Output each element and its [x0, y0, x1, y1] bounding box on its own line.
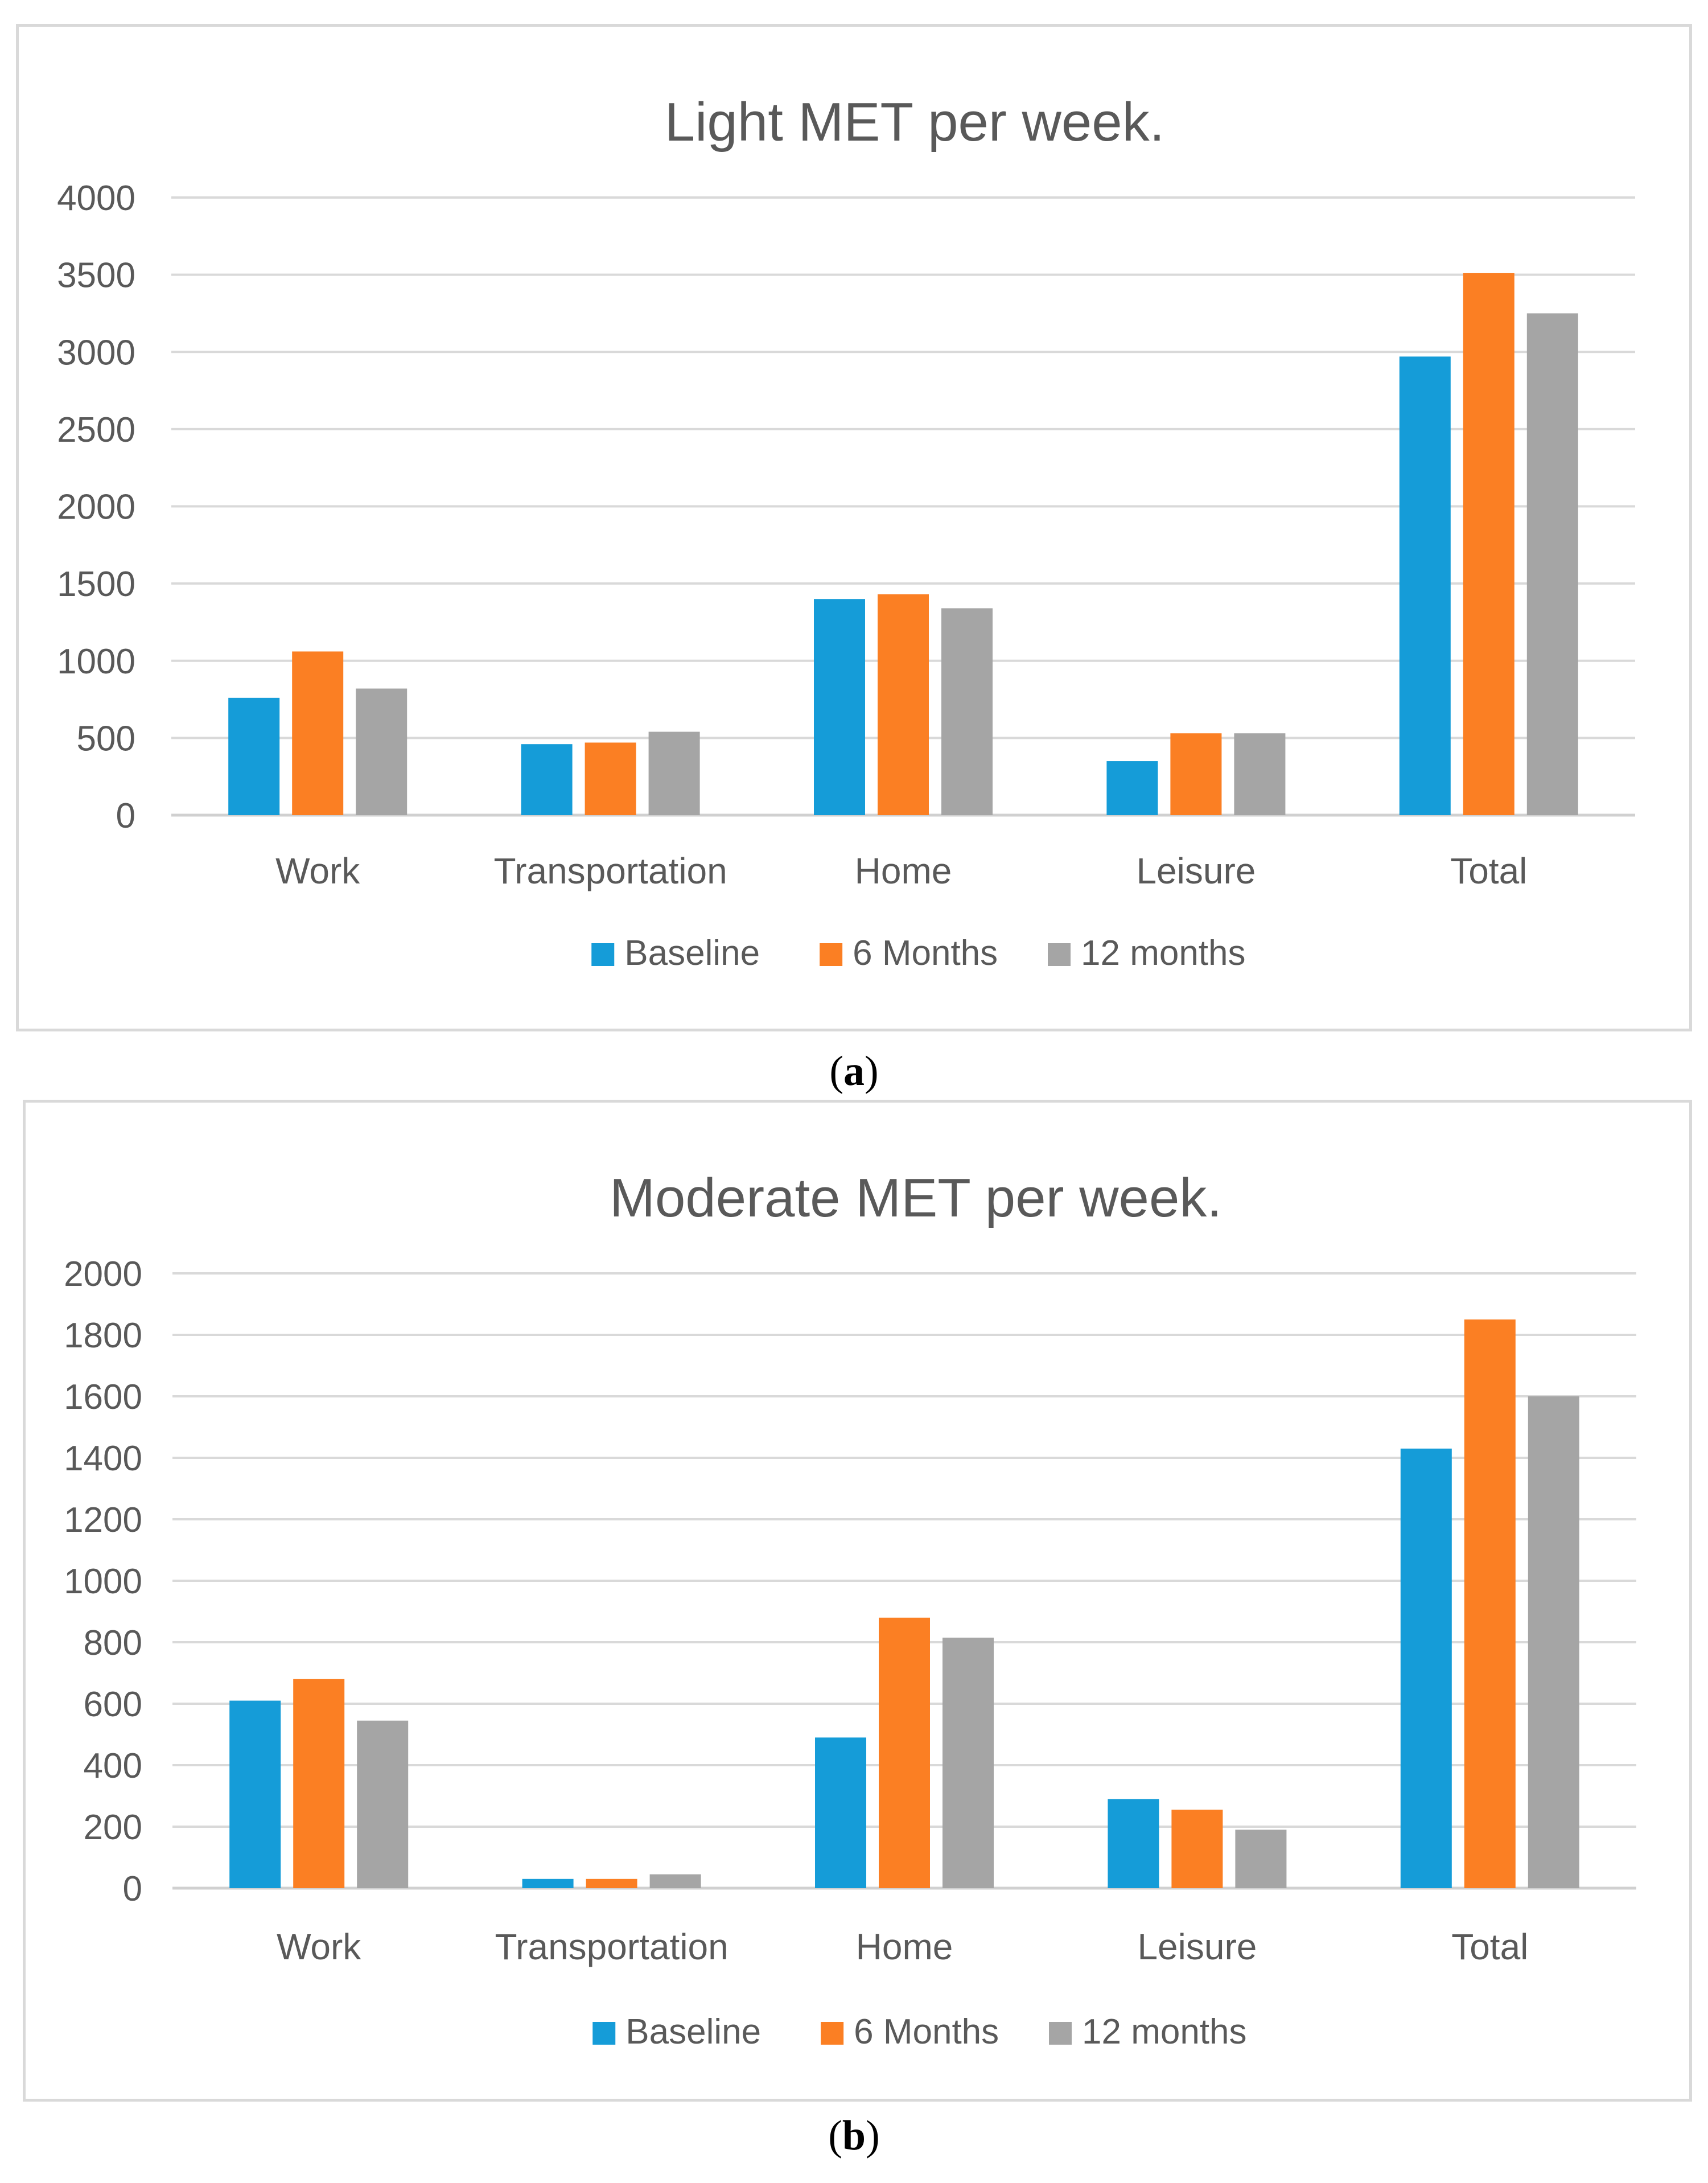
legend-label: 12 months — [1082, 2012, 1247, 2052]
bar-6-months-transportation — [586, 1878, 637, 1888]
chart-panel-light-met: Light MET per week. 0 500 1000 1500 2000 2500 3… — [16, 24, 1692, 1031]
y-tick-label: 600 — [84, 1685, 142, 1724]
x-tick-label: Work — [277, 1926, 361, 1967]
bar-12-months-total — [1528, 1396, 1579, 1888]
x-tick-label: Home — [855, 850, 952, 891]
legend-swatch — [592, 2022, 616, 2045]
y-tick-label: 2000 — [64, 1255, 142, 1294]
legend-item-baseline: Baseline — [592, 2012, 761, 2052]
x-tick-label: Total — [1451, 1926, 1528, 1967]
bar-12-months-home — [943, 1637, 994, 1888]
bar-12-months-total — [1526, 313, 1578, 815]
bar-baseline-leisure — [1108, 1799, 1159, 1888]
bar-6-months-total — [1464, 1319, 1516, 1888]
x-tick-label: Home — [856, 1926, 953, 1967]
y-tick-label: 200 — [84, 1808, 142, 1847]
y-tick-label: 4000 — [57, 179, 135, 218]
bar-baseline-home — [815, 1737, 866, 1888]
y-tick-label: 1200 — [64, 1500, 142, 1540]
x-tick-label: Transportation — [493, 850, 727, 891]
bar-6-months-work — [293, 1679, 345, 1888]
legend-label: 6 Months — [854, 2012, 999, 2052]
legend-item-6-months: 6 Months — [820, 934, 998, 973]
moderate-met-chart: Moderate MET per week. 0 200 400 600 800 1000 1… — [64, 1167, 1636, 2052]
bar-baseline-leisure — [1106, 761, 1158, 815]
y-tick-label: 1500 — [57, 565, 135, 604]
y-tick-label: 0 — [116, 796, 135, 836]
y-tick-label: 500 — [77, 719, 135, 758]
bar-baseline-work — [228, 697, 280, 815]
y-tick-label: 800 — [84, 1623, 142, 1663]
legend-label: 6 Months — [853, 934, 998, 973]
bar-baseline-home — [814, 599, 865, 815]
bar-6-months-home — [878, 594, 929, 815]
light-met-chart: Light MET per week. 0 500 1000 1500 2000 2500 3… — [57, 92, 1635, 973]
legend-swatch — [821, 2022, 844, 2045]
caption-a-label: a — [843, 1048, 865, 1095]
y-tick-label: 3000 — [57, 333, 135, 372]
y-tick-label: 2500 — [57, 410, 135, 450]
y-tick-label: 1000 — [57, 642, 135, 681]
bar-6-months-work — [292, 651, 344, 815]
y-tick-label: 3500 — [57, 256, 135, 295]
bar-baseline-work — [229, 1700, 281, 1888]
caption-b: (b) — [828, 2112, 880, 2159]
x-tick-label: Total — [1450, 850, 1527, 891]
chart-panel-moderate-met: Moderate MET per week. 0 200 400 600 800 1000 1… — [23, 1100, 1692, 2102]
legend-swatch — [1048, 943, 1071, 966]
legend-label: Baseline — [625, 2012, 761, 2052]
x-tick-label: Leisure — [1137, 1926, 1257, 1967]
legend-item-12-months: 12 months — [1049, 2012, 1247, 2052]
bar-12-months-work — [356, 688, 408, 815]
bar-12-months-transportation — [649, 1874, 701, 1888]
legend-item-12-months: 12 months — [1048, 934, 1246, 973]
bar-12-months-leisure — [1234, 733, 1286, 815]
legend-swatch — [591, 943, 615, 966]
y-tick-label: 400 — [84, 1746, 142, 1786]
bar-12-months-transportation — [648, 731, 700, 815]
bar-6-months-home — [879, 1617, 930, 1888]
y-tick-label: 0 — [123, 1869, 142, 1909]
bar-6-months-leisure — [1171, 1810, 1223, 1888]
y-tick-label: 1400 — [64, 1439, 142, 1478]
bar-baseline-total — [1399, 356, 1451, 815]
bar-12-months-leisure — [1235, 1830, 1287, 1888]
y-tick-label: 1800 — [64, 1316, 142, 1355]
legend-swatch — [820, 943, 843, 966]
chart-title: Moderate MET per week. — [610, 1167, 1222, 1228]
x-tick-label: Transportation — [495, 1926, 728, 1967]
legend-item-6-months: 6 Months — [821, 2012, 999, 2052]
bar-12-months-home — [941, 608, 993, 815]
bar-6-months-total — [1463, 273, 1514, 816]
chart-title: Light MET per week. — [665, 92, 1165, 153]
bar-12-months-work — [357, 1720, 409, 1888]
x-tick-label: Work — [275, 850, 360, 891]
bar-baseline-total — [1400, 1448, 1452, 1888]
caption-b-label: b — [842, 2112, 866, 2159]
bar-baseline-transportation — [521, 744, 573, 815]
y-tick-label: 2000 — [57, 488, 135, 527]
bar-baseline-transportation — [522, 1878, 574, 1888]
y-tick-label: 1600 — [64, 1378, 142, 1417]
legend-swatch — [1049, 2022, 1072, 2045]
legend-item-baseline: Baseline — [591, 934, 760, 973]
x-tick-label: Leisure — [1136, 850, 1256, 891]
caption-a: (a) — [829, 1048, 879, 1095]
legend-label: Baseline — [624, 934, 760, 973]
legend-label: 12 months — [1081, 934, 1246, 973]
y-tick-label: 1000 — [64, 1562, 142, 1601]
bar-6-months-transportation — [585, 742, 636, 815]
bar-6-months-leisure — [1170, 733, 1222, 815]
